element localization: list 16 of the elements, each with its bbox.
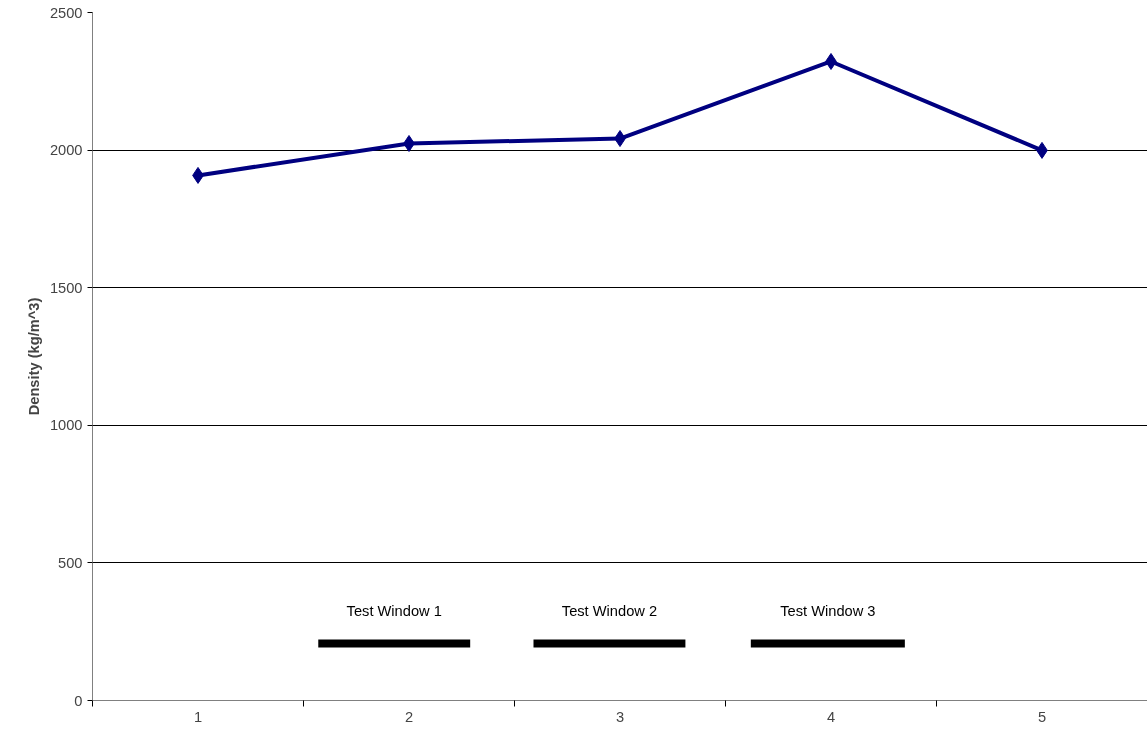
x-tick-label: 1	[193, 708, 203, 725]
series-label: Test Window 3	[780, 602, 876, 619]
y-tick-label: 1000	[49, 417, 83, 434]
x-tick-label: 2	[404, 708, 414, 725]
x-tick-label: 5	[1037, 708, 1047, 725]
x-tick-label: 3	[615, 708, 625, 725]
y-tick-label: 2500	[49, 4, 83, 21]
y-tick-label: 2000	[49, 142, 83, 159]
point	[403, 135, 415, 152]
y-tick-label: 1500	[49, 279, 83, 296]
series-label: Test Window 1	[346, 602, 442, 619]
y-tick-label: 500	[58, 554, 83, 571]
y-tick-label: 0	[74, 692, 83, 709]
series-label: Test Window 2	[561, 602, 658, 619]
y-axis-title: Density (kg/m^3)	[25, 297, 42, 416]
x-tick-label: 4	[826, 708, 836, 725]
